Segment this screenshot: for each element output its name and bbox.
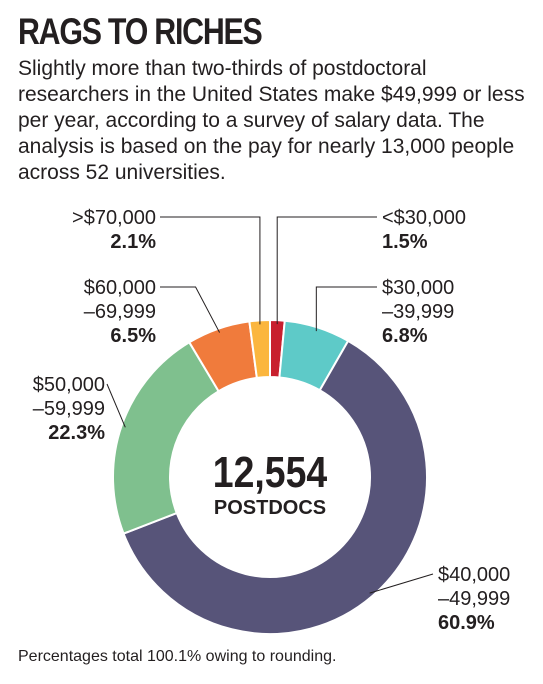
leader-60to70k (160, 286, 221, 333)
label-60to70k: $60,000 –69,999 6.5% (84, 276, 156, 348)
label-30to40k: $30,000 –39,999 6.8% (382, 276, 454, 348)
label-60to70k-range: $60,000 (83, 277, 156, 299)
label-40to50k-range-2: –49,999 (438, 588, 511, 610)
label-30to40k-range-2: –39,999 (382, 301, 455, 323)
center-total: 12,554 (212, 448, 328, 497)
center-unit: POSTDOCS (213, 497, 327, 519)
label-40to50k: $40,000 –49,999 60.9% (438, 563, 510, 635)
leader-50to60k (106, 383, 126, 428)
label-40to50k-range: $40,000 (438, 564, 511, 586)
chart-subtitle: Slightly more than two-thirds of postdoc… (18, 57, 525, 184)
label-60to70k-pct: 6.5% (110, 325, 156, 347)
leader-40to50k (369, 573, 434, 594)
label-50to60k-range: $50,000 (32, 374, 105, 396)
leader-gt70k (160, 216, 261, 325)
slice-gt70k (248, 318, 271, 379)
label-lt30k: <$30,000 1.5% (382, 206, 466, 254)
label-lt30k-pct: 1.5% (382, 231, 428, 253)
label-50to60k-pct: 22.3% (48, 422, 105, 444)
label-gt70k-range: >$70,000 (72, 207, 156, 229)
label-50to60k: $50,000 –59,999 22.3% (33, 373, 105, 445)
chart-title: RAGS TO RICHES (18, 11, 263, 52)
footnote: Percentages total 100.1% owing to roundi… (18, 648, 337, 665)
label-50to60k-range-2: –59,999 (32, 398, 105, 420)
leader-30to40k (315, 286, 377, 332)
leader-lt30k (276, 216, 377, 325)
label-gt70k-pct: 2.1% (110, 231, 156, 253)
label-gt70k: >$70,000 2.1% (72, 206, 156, 254)
label-40to50k-pct: 60.9% (438, 612, 495, 634)
label-60to70k-range-2: –69,999 (83, 301, 156, 323)
leader-lines (106, 216, 434, 594)
slice-50to60k (112, 340, 220, 535)
slice-40to50k (122, 339, 428, 635)
label-30to40k-pct: 6.8% (382, 325, 428, 347)
label-30to40k-range: $30,000 (382, 277, 455, 299)
donut-slices (112, 318, 428, 635)
label-lt30k-range: <$30,000 (382, 207, 466, 229)
